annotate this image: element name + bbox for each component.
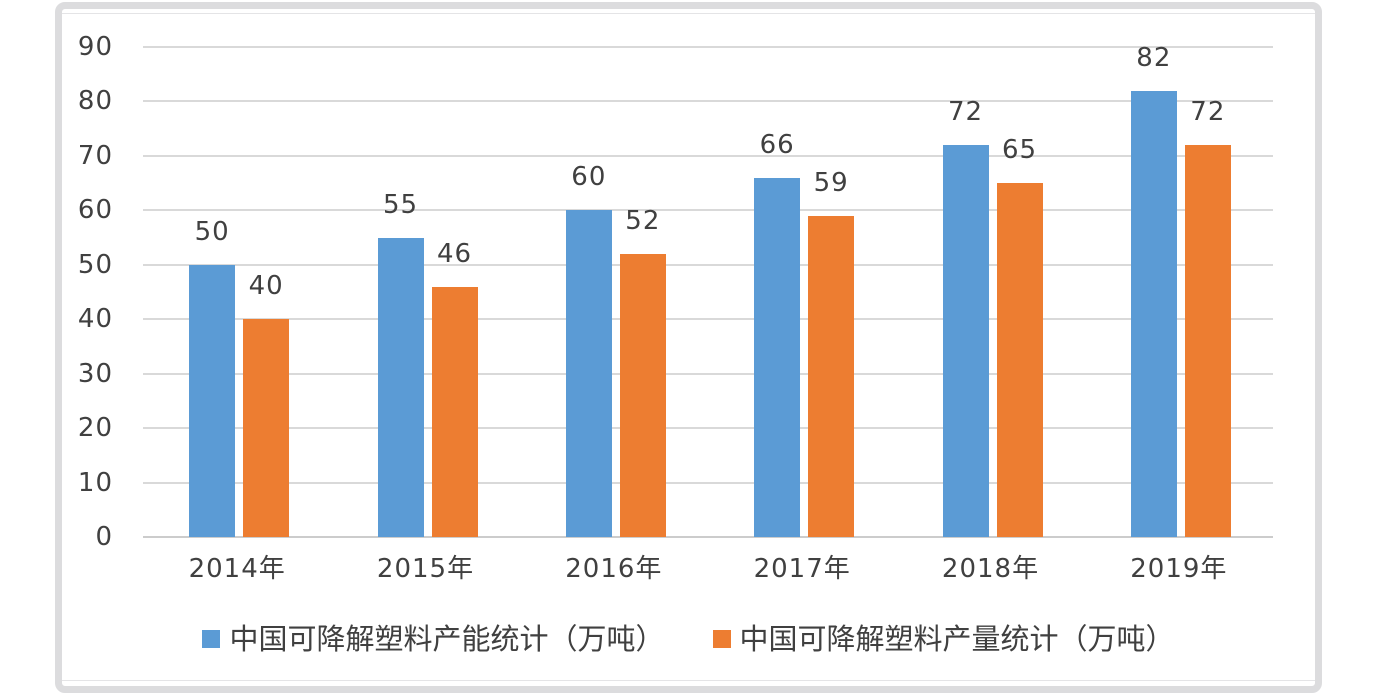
x-tick-label: 2017年 — [753, 554, 851, 584]
bar-value-label: 55 — [382, 189, 419, 220]
bar-capacity — [377, 237, 424, 537]
y-tick-label: 40 — [77, 304, 113, 335]
bar-value-label: 66 — [759, 129, 795, 160]
gridline — [143, 263, 1273, 266]
bar-output — [996, 183, 1043, 537]
y-tick-label: 70 — [77, 140, 113, 171]
bar-value-label: 82 — [1136, 42, 1172, 73]
bar-output — [431, 286, 478, 537]
y-tick-label: 80 — [77, 86, 113, 117]
bar-capacity — [754, 177, 801, 537]
bar-value-label: 65 — [1001, 135, 1038, 166]
x-tick-label: 2014年 — [188, 554, 286, 584]
y-tick-label: 0 — [95, 522, 113, 552]
legend-swatch-output — [712, 630, 731, 648]
bar-value-label: 72 — [947, 97, 984, 127]
gridline — [143, 427, 1273, 430]
y-tick-label: 50 — [77, 249, 113, 280]
bar-value-label: 40 — [248, 271, 284, 302]
bar-value-label: 59 — [813, 167, 849, 198]
bar-value-label: 50 — [194, 216, 230, 247]
x-tick-label: 2015年 — [376, 554, 475, 584]
legend-entry: 中国可降解塑料产量统计（万吨） — [712, 621, 1175, 657]
bar-value-label: 52 — [625, 205, 661, 236]
chart-inner-border — [62, 13, 1315, 681]
legend-label: 中国可降解塑料产量统计（万吨） — [739, 622, 1175, 656]
bar-output — [243, 319, 290, 537]
legend-entry: 中国可降解塑料产能统计（万吨） — [202, 621, 665, 657]
x-tick-label: 2018年 — [941, 554, 1040, 584]
y-tick-label: 30 — [77, 358, 113, 389]
bar-value-label: 72 — [1190, 97, 1226, 127]
bar-capacity — [565, 210, 612, 537]
legend-label: 中国可降解塑料产能统计（万吨） — [229, 622, 665, 656]
legend-swatch-capacity — [202, 630, 221, 648]
bar-value-label: 46 — [436, 238, 473, 269]
y-tick-label: 20 — [77, 413, 113, 444]
bar-value-label: 60 — [571, 162, 607, 193]
y-tick-label: 60 — [77, 195, 113, 226]
bar-capacity — [1130, 90, 1177, 537]
x-tick-label: 2019年 — [1130, 554, 1228, 584]
x-tick-label: 2016年 — [565, 554, 663, 584]
x-axis-line — [143, 536, 1273, 538]
gridline — [143, 318, 1273, 321]
y-tick-label: 10 — [77, 467, 113, 498]
bar-output — [619, 253, 666, 537]
bar-output — [1184, 145, 1231, 537]
gridline — [143, 154, 1273, 157]
gridline — [143, 372, 1273, 375]
legend: 中国可降解塑料产能统计（万吨） 中国可降解塑料产量统计（万吨） — [62, 620, 1315, 658]
y-tick-label: 90 — [77, 32, 113, 62]
gridline — [143, 100, 1273, 103]
gridline — [143, 209, 1273, 212]
bar-output — [808, 215, 855, 537]
gridline — [143, 46, 1273, 48]
bar-capacity — [942, 145, 989, 537]
gridline — [143, 481, 1273, 484]
bar-capacity — [189, 264, 236, 537]
